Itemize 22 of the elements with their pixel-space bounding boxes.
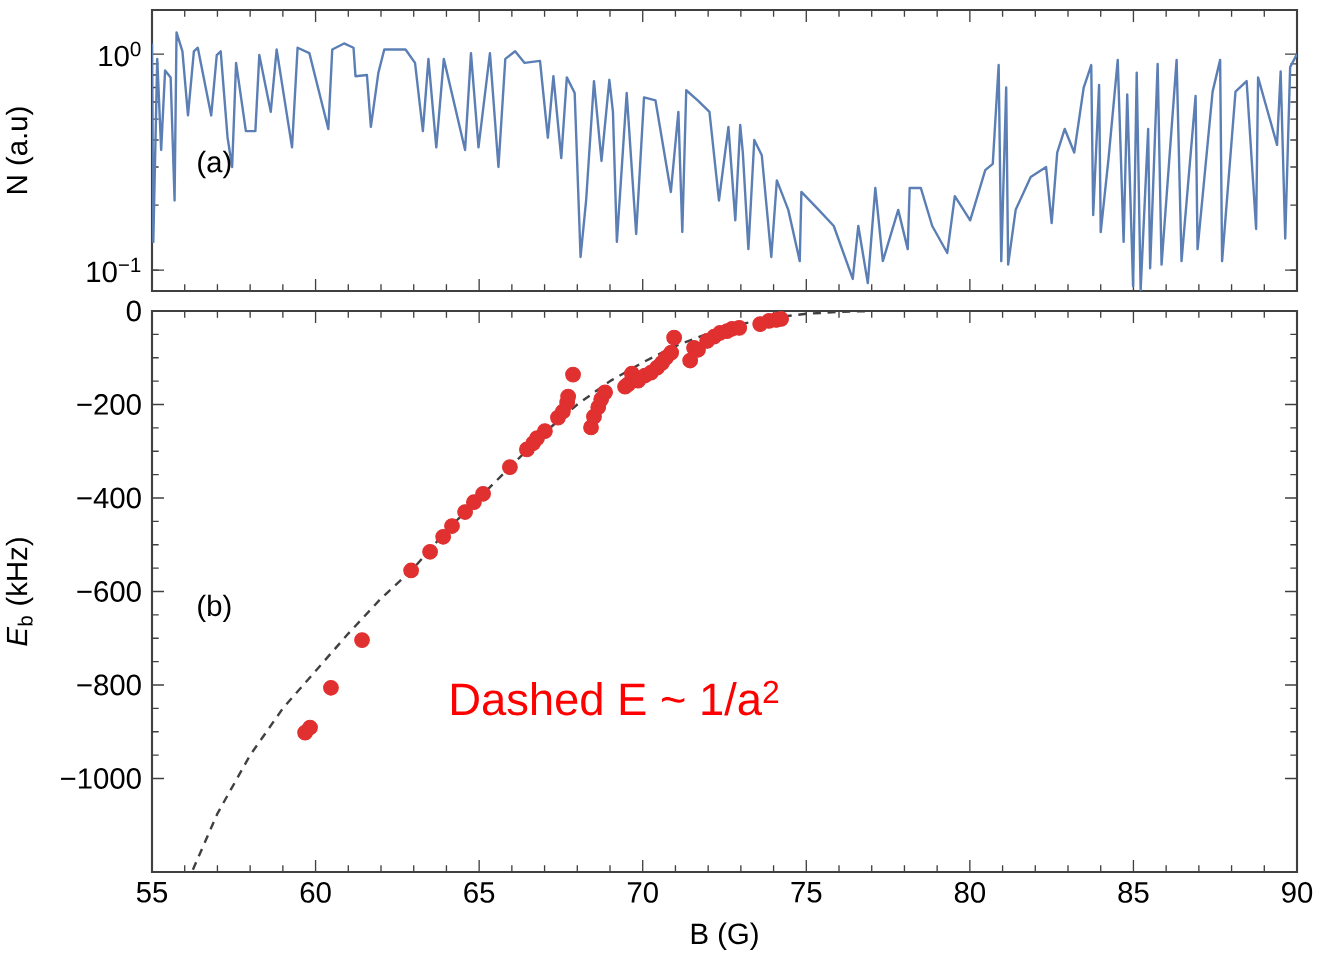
y-tick-label: −1000 [61, 768, 141, 789]
y-axis-title: E$_{b}$ (kHz) [5, 538, 34, 646]
x-tick-label: 60 [300, 882, 331, 903]
y-tick-label: 0 [126, 300, 141, 322]
annotation: (b) [198, 594, 231, 622]
annotation: Dashed E ~ 1/a$^{2}$ [452, 680, 779, 716]
y-axis-title: N (a.u) [5, 107, 34, 193]
y-tick-label: −200 [77, 394, 141, 415]
x-tick-label: 85 [1118, 882, 1149, 903]
y-tick-label: −400 [77, 487, 141, 509]
y-tick-label: −800 [77, 674, 141, 696]
y-tick-label: −600 [77, 581, 141, 602]
x-tick-label: 70 [627, 882, 658, 903]
x-tick-label: 55 [136, 882, 168, 903]
x-tick-label: 75 [791, 882, 822, 903]
annotation: (a) [198, 150, 231, 179]
x-tick-label: 80 [954, 882, 986, 903]
y-tick-label: 10$^{0}$ [99, 41, 141, 67]
x-tick-label: 90 [1282, 882, 1313, 903]
x-axis-title: B (G) [691, 922, 758, 950]
x-tick-label: 65 [464, 882, 495, 903]
y-tick-label: 10$^{−1}$ [87, 257, 141, 283]
